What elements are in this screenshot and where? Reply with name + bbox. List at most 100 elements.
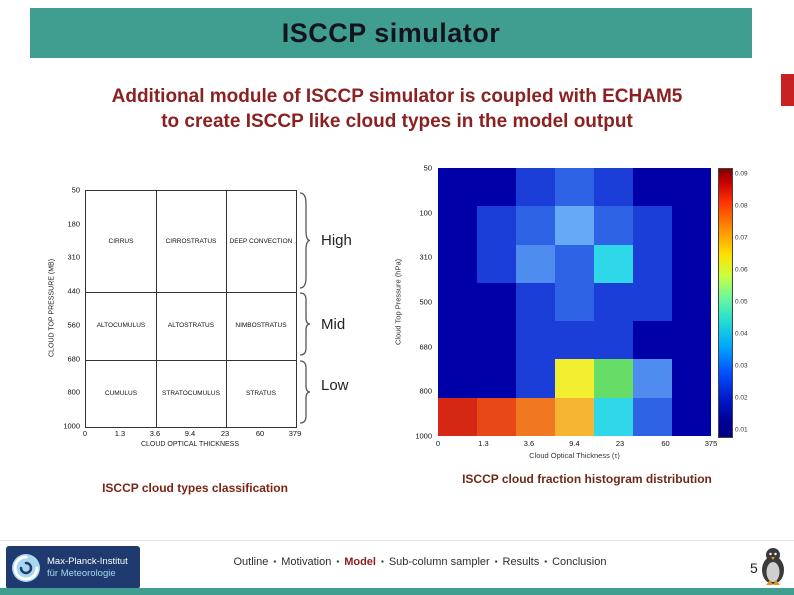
heatmap-cell (438, 206, 477, 245)
group-label-mid: Mid (321, 316, 346, 333)
y-tick-label: 680 (67, 354, 80, 364)
cloud-type-cell: STRATUS (226, 360, 296, 427)
heatmap-cell (438, 168, 477, 207)
colorbar-tick-label: 0.03 (735, 362, 748, 370)
heatmap-cell (594, 321, 633, 360)
heatmap-cell (672, 359, 711, 398)
right-y-axis-label: Cloud Top Pressure (hPa) (393, 258, 403, 346)
group-label-high: High (321, 232, 352, 249)
cloud-type-label: NIMBOSTRATUS (235, 322, 287, 330)
heatmap-cell (477, 244, 516, 283)
colorbar-tick-label: 0.05 (735, 298, 748, 306)
nav-separator: ▪ (544, 557, 548, 566)
heatmap-cell (672, 321, 711, 360)
heading-line-1: Additional module of ISCCP simulator is … (111, 86, 683, 107)
x-tick-label: 60 (661, 439, 670, 448)
mpi-logo-line2: für Meteorologie (47, 567, 116, 579)
footer-nav-item-outline: Outline (233, 556, 269, 568)
heatmap-cell (555, 397, 594, 436)
heatmap-cell (516, 397, 555, 436)
cloud-type-cell: CUMULUS (86, 360, 156, 427)
left-x-axis-ticks: 0 1.3 3.6 9.4 23 60 379 (82, 429, 301, 439)
cloud-type-cell: CIRRUS (86, 191, 156, 292)
x-tick-label: 23 (220, 429, 230, 438)
isccp-classification-plot: CIRRUS CIRROSTRATUS DEEP CONVECTION ALTOCUM… (85, 190, 297, 428)
x-tick-label: 60 (255, 429, 265, 438)
nav-separator: ▪ (336, 557, 340, 566)
slide-title: ISCCP simulator (281, 17, 501, 48)
brace-high-icon (297, 192, 311, 294)
heatmap-cell (594, 206, 633, 245)
cloud-type-label: ALTOCUMULUS (96, 322, 146, 330)
cloud-type-cell: ALTOCUMULUS (86, 292, 156, 359)
colorbar (718, 168, 733, 438)
cloud-type-cell: STRATOCUMULUS (156, 360, 226, 427)
y-tick-label: 50 (71, 185, 80, 195)
x-tick-label: 0 (82, 429, 88, 438)
nav-separator: ▪ (380, 557, 384, 566)
cloud-type-label: ALTOSTRATUS (167, 322, 215, 330)
heatmap-cell (672, 168, 711, 207)
cloud-type-cell: CIRROSTRATUS (156, 191, 226, 292)
heatmap-cell (555, 168, 594, 207)
heatmap-cell (633, 282, 672, 322)
heatmap-cell (633, 206, 672, 245)
heatmap-cell (594, 397, 633, 436)
heatmap-cell (477, 397, 516, 436)
heatmap-cell (438, 321, 477, 360)
footer-nav-item-model: Model (344, 556, 376, 568)
grid-line (86, 359, 296, 361)
heatmap-cell (555, 244, 594, 283)
heatmap-cell (633, 244, 672, 283)
colorbar-tick-label: 0.07 (735, 234, 748, 242)
left-figure-caption: ISCCP cloud types classification (102, 481, 288, 495)
cloud-type-label: CUMULUS (104, 389, 138, 397)
y-tick-label: 310 (419, 252, 432, 262)
heatmap-cell (594, 244, 633, 283)
red-accent-bar (781, 74, 794, 106)
colorbar-ticks: 0.09 0.08 0.07 0.06 0.05 0.04 0.03 0.02 0.01 (735, 168, 761, 436)
y-tick-label: 680 (419, 342, 432, 352)
heatmap-cell (477, 359, 516, 398)
colorbar-tick-label: 0.01 (735, 426, 748, 434)
heatmap-cell (594, 359, 633, 398)
x-tick-label: 1.3 (478, 439, 489, 448)
heatmap-cell (516, 244, 555, 283)
left-y-axis-ticks: 50 180 310 440 560 680 800 1000 (56, 186, 80, 431)
x-tick-label: 3.6 (149, 429, 161, 438)
page-number: 5 (750, 560, 758, 576)
x-tick-label: 9.4 (184, 429, 196, 438)
heatmap-cell (477, 282, 516, 322)
cloud-type-cell: DEEP CONVECTION (226, 191, 296, 292)
colorbar-tick-label: 0.04 (735, 330, 748, 338)
grid-line (155, 191, 157, 427)
heatmap-cell (633, 359, 672, 398)
x-tick-label: 9.4 (569, 439, 580, 448)
colorbar-tick-label: 0.09 (735, 170, 748, 178)
heatmap-cell (516, 206, 555, 245)
y-tick-label: 100 (419, 208, 432, 218)
cloud-type-label: STRATOCUMULUS (162, 389, 220, 397)
heatmap-cell (477, 168, 516, 207)
heatmap-cell (672, 397, 711, 436)
heading-line-2: to create ISCCP like cloud types in the … (161, 111, 633, 132)
brace-mid-icon (297, 292, 311, 361)
y-tick-label: 800 (67, 387, 80, 397)
group-label-low: Low (321, 377, 349, 394)
x-tick-label: 375 (704, 439, 718, 448)
nav-separator: ▪ (273, 557, 277, 566)
heatmap-cell (594, 168, 633, 207)
x-tick-label: 0 (435, 439, 441, 448)
right-x-axis-label: Cloud Optical Thickness (τ) (529, 451, 620, 460)
bottom-teal-bar (0, 588, 794, 595)
cloud-type-label: DEEP CONVECTION (229, 237, 293, 245)
left-x-axis-label: CLOUD OPTICAL THICKNESS (140, 441, 240, 448)
colorbar-tick-label: 0.06 (735, 266, 748, 274)
heatmap-cell (438, 397, 477, 436)
x-tick-label: 1.3 (114, 429, 126, 438)
cloud-type-label: CIRRUS (108, 237, 134, 245)
mpi-swirl-icon (11, 553, 41, 583)
heatmap-cell (555, 359, 594, 398)
heatmap-cell (438, 359, 477, 398)
heatmap-cell (672, 244, 711, 283)
